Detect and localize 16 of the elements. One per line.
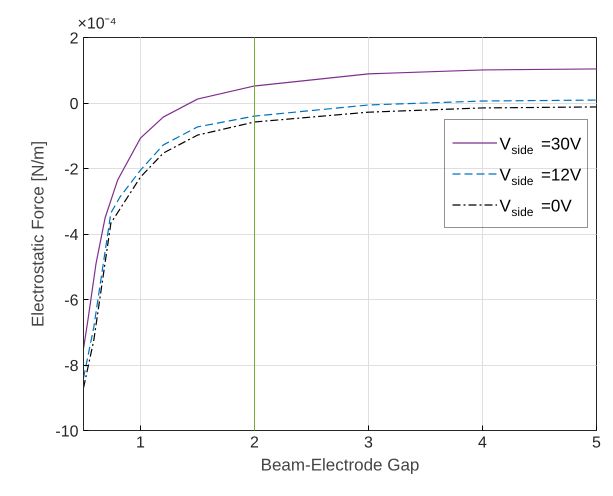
line-series [84, 68, 596, 350]
y-tick-label: -4 [64, 227, 79, 244]
y-axis-title: Electrostatic Force [N/m] [28, 140, 48, 328]
y-tick-label: -10 [55, 424, 79, 440]
x-axis-title: Beam-Electrode Gap [260, 456, 420, 474]
y-tick-label: -6 [64, 292, 79, 310]
y-tick-label: 2 [70, 30, 79, 48]
text: ×10⁻⁴ [78, 16, 117, 32]
y-tick-label: -8 [64, 358, 79, 375]
x-tick-label: 5 [592, 434, 602, 452]
x-tick-label: 2 [250, 434, 260, 452]
y-tick-label: 0 [70, 96, 79, 113]
x-tick-label: 4 [478, 434, 488, 452]
x-tick-label: 1 [136, 434, 146, 452]
x-tick-label: 3 [364, 434, 374, 452]
y-tick-label: -2 [64, 162, 79, 178]
